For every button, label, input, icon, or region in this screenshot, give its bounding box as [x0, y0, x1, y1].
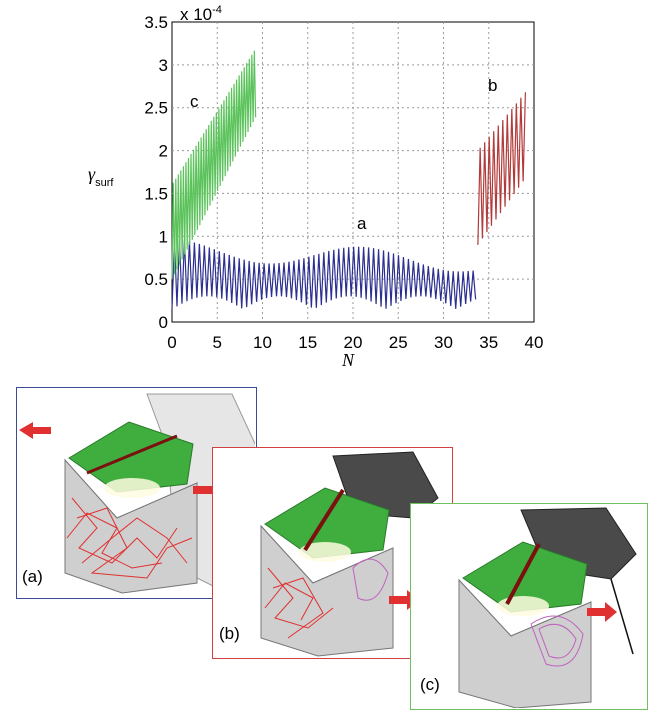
y-tick-label: 2 — [159, 142, 168, 161]
y-tick-label: 3.5 — [144, 13, 168, 32]
y-tick-label: 0 — [159, 313, 168, 332]
dislocation-loop — [352, 558, 389, 601]
glow-highlight — [497, 596, 549, 616]
y-tick-label: 2.5 — [144, 99, 168, 118]
panel-b-label: (b) — [219, 624, 240, 643]
panel-c-illustration — [458, 507, 637, 709]
y-axis-label: γsurf — [88, 164, 114, 189]
series-label-a: a — [357, 214, 367, 233]
x-tick-label: 15 — [298, 333, 317, 352]
series-layer — [171, 50, 526, 310]
panel-a-label: (a) — [22, 567, 43, 586]
direction-arrow-right — [587, 602, 617, 622]
dislocation-line — [86, 434, 178, 475]
y-tick-label: 1.5 — [144, 184, 168, 203]
x-tick-label: 5 — [213, 333, 222, 352]
x-axis-label: N — [341, 350, 355, 370]
dislocation-loop — [530, 615, 584, 667]
scale-note: x 10-4 — [180, 4, 222, 24]
x-tick-label: 40 — [525, 333, 544, 352]
x-tick-label: 10 — [253, 333, 272, 352]
y-tick-label: 3 — [159, 56, 168, 75]
x-tick-label: 35 — [479, 333, 498, 352]
grain-front-polygon — [64, 458, 198, 594]
grain-edge-line — [610, 578, 634, 655]
x-tick-label: 20 — [344, 333, 363, 352]
dislocation-tangle — [66, 497, 193, 579]
series-line-c — [171, 50, 257, 280]
dislocation-tangle — [264, 567, 334, 639]
panel-b-illustration — [260, 451, 447, 657]
y-tick-label: 0.5 — [144, 270, 168, 289]
dislocation-line — [505, 543, 541, 605]
series-line-b — [477, 92, 526, 245]
direction-arrow-left — [19, 422, 51, 439]
x-tick-label: 30 — [434, 333, 453, 352]
x-tick-label: 0 — [167, 333, 176, 352]
panel-c-label: (c) — [420, 675, 440, 694]
gamma-surf-chart: 0 5 10 15 20 25 30 35 40 0 0.5 1 1.5 2 2.5 3 3.5 x 10-4… — [88, 4, 543, 370]
x-tick-label: 25 — [389, 333, 408, 352]
series-label-b: b — [488, 76, 497, 95]
x-ticks: 0 5 10 15 20 25 30 35 40 — [167, 333, 543, 352]
glow-highlight — [299, 542, 351, 562]
glow-highlight — [104, 478, 160, 498]
series-line-a — [171, 238, 477, 310]
panel-c: (c) — [410, 503, 648, 710]
series-label-c: c — [190, 92, 199, 111]
y-tick-label: 1 — [159, 227, 168, 246]
grain-front-polygon — [458, 578, 592, 709]
dislocation-line — [303, 488, 345, 552]
y-ticks: 0 0.5 1 1.5 2 2.5 3 3.5 — [144, 13, 168, 332]
